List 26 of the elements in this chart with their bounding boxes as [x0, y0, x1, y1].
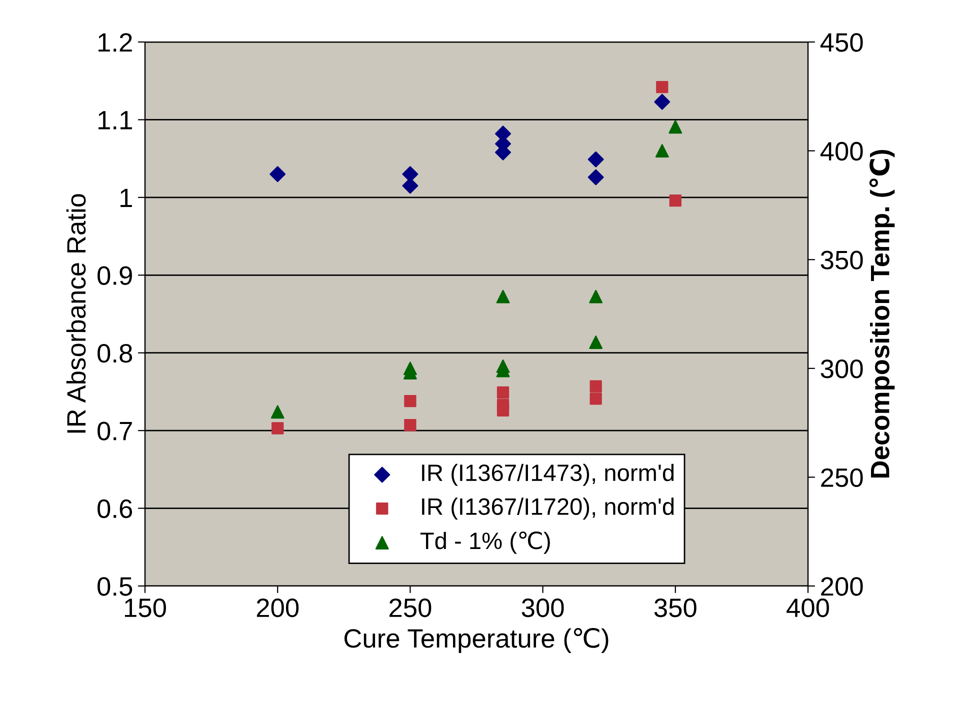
x-tick-label: 150 [125, 598, 166, 618]
y2-tick-label: 400 [820, 142, 863, 161]
x-tick-label: 300 [522, 598, 564, 618]
legend-label: Td - 1% (℃) [420, 531, 550, 554]
y2-tick-label: 450 [820, 33, 863, 52]
x-axis-title: Cure Temperature (℃) [344, 628, 608, 654]
y-tick-label: 0.7 [98, 422, 132, 440]
y-tick-label: 1.2 [98, 33, 132, 52]
y2-tick-label: 200 [821, 577, 863, 596]
x-tick-label: 200 [256, 598, 299, 618]
y-tick-label: 1.1 [98, 111, 132, 130]
y-tick-label: 0.6 [98, 499, 132, 518]
x-tick-label: 400 [786, 598, 829, 618]
x-tick-label: 350 [654, 598, 696, 618]
y-tick-label: 1 [120, 188, 132, 207]
legend-label: IR (I1367/I1720), norm'd [422, 498, 674, 520]
y2-tick-label: 300 [820, 360, 863, 378]
y-tick-label: 0.8 [98, 344, 132, 363]
y2-axis-title: Decomposition Temp. (℃) [869, 150, 895, 478]
x-tick-label: 250 [390, 598, 432, 618]
y-tick-label: 0.5 [98, 577, 132, 596]
legend-label: IR (I1367/I1473), norm'd [422, 464, 674, 486]
y2-tick-label: 350 [820, 250, 863, 270]
y-tick-label: 0.9 [98, 266, 132, 285]
y-axis-title: IR Absorbance Ratio [66, 194, 86, 433]
y2-tick-label: 250 [821, 468, 863, 488]
